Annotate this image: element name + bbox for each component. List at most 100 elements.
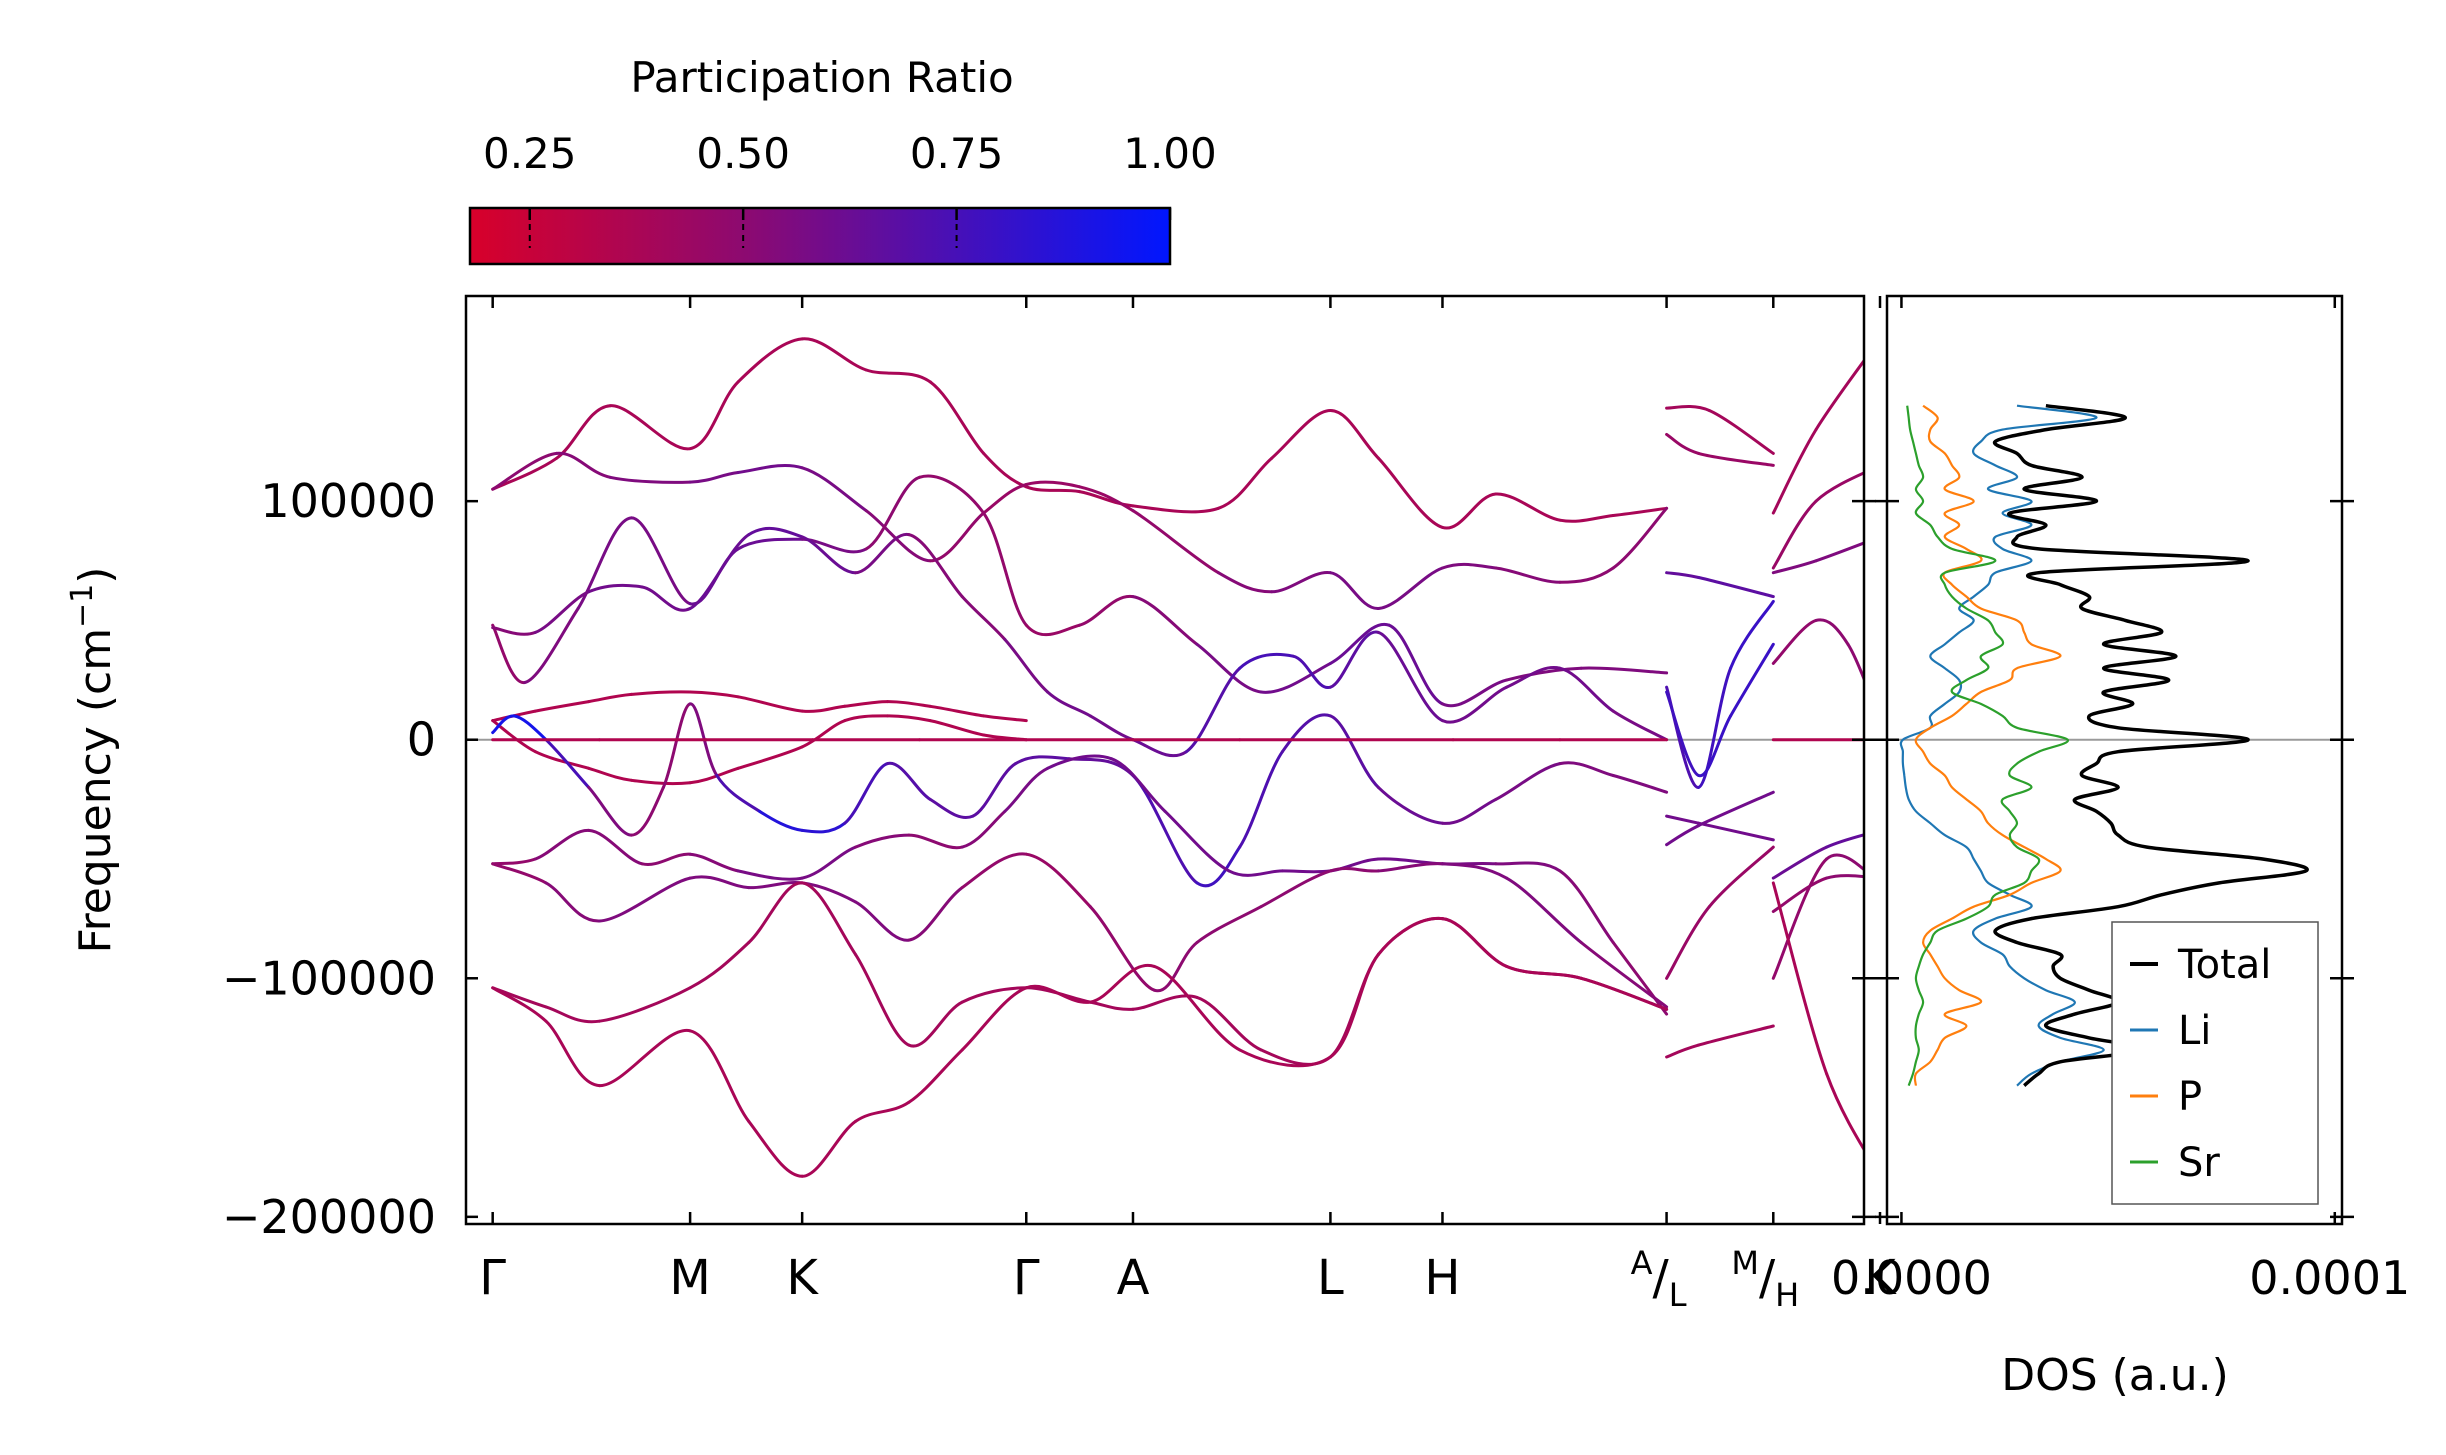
band-10 [1131,994,1199,1011]
band-4 [1238,652,1295,670]
band-3 [1131,595,1199,646]
band-8 [1280,869,1332,874]
band-1 [800,337,868,372]
dos-plot-frame [1885,294,2344,1226]
band-8 [854,833,911,849]
band-4 [1376,630,1444,723]
band-7 [491,714,516,735]
band-7 [1131,774,1199,885]
band-1 [1558,514,1615,523]
band-7 [1494,762,1562,801]
band-4 [1184,666,1242,754]
band-4 [1558,666,1615,713]
band-11 [688,1029,751,1123]
band-7 [971,762,1018,818]
band-10 [597,986,692,1023]
band-7 [800,821,847,834]
y-label-main: Frequency (cm [70,628,121,954]
band-10 [960,986,1028,1004]
band-7 [758,809,804,832]
band-11 [1505,964,1583,980]
band-1 [1494,492,1562,522]
colorbar-tick-label: 1.00 [1123,129,1217,178]
dos-legend: Total Li P Sr [2111,921,2319,1205]
band-9 [597,876,692,923]
band-10 [688,941,751,990]
band-8 [587,828,644,866]
band-7 [928,797,975,819]
band-s2-4 [1729,599,1775,670]
band-s2-2 [1697,451,1775,467]
band-4 [800,535,857,575]
band-5 [982,714,1028,723]
band-11 [800,1119,857,1178]
band-8 [1110,757,1167,813]
band-8 [736,869,804,881]
band-8 [907,833,964,850]
band-7 [715,774,761,813]
legend-label-total: Total [2177,942,2271,988]
colorbar: Participation Ratio 0.25 0.50 0.75 1.00 [468,53,1217,266]
band-3 [1024,623,1082,637]
x-tick-label-slash: / [1759,1250,1776,1306]
band-1 [864,368,932,384]
band-3 [1078,595,1135,627]
band-6 [533,750,591,770]
x-tick-label: L [1317,1250,1344,1306]
band-2 [1216,571,1274,594]
band-11 [1328,952,1380,1059]
band-3 [1328,622,1391,665]
band-3 [1505,666,1583,682]
band-5 [928,704,986,718]
band-6 [800,719,847,749]
band-5 [886,700,932,708]
band-11 [1238,1048,1332,1068]
band-s2-4 [1697,666,1733,789]
dos-ticks: 0.0000 0.0001 [1831,296,2410,1305]
band-8 [1494,861,1562,873]
band-4 [747,526,804,539]
band-11 [491,986,548,1023]
x-tick-label-top: M [1731,1244,1759,1282]
dos-x-axis-label: DOS (a.u.) [2001,1350,2229,1401]
band-s3-3 [1771,559,1818,575]
band-8 [1003,766,1050,813]
band-s3-1 [1771,428,1818,515]
band-9 [960,852,1028,890]
band-6 [928,719,986,737]
colorbar-tick-label: 0.75 [910,129,1004,178]
band-s2-5 [1729,642,1775,718]
band-6 [688,766,740,785]
dos-line-total [1992,403,2309,1087]
band-3 [1387,623,1444,706]
dos-line-li [1899,404,2105,1087]
band-1 [1328,409,1380,460]
band-5 [587,692,633,704]
band-5 [736,695,804,713]
band-s2-2 [1665,432,1701,455]
band-9 [1088,905,1156,992]
band-2 [982,483,1028,515]
band-3 [576,516,633,610]
band-8 [800,845,857,880]
band-4 [907,533,964,599]
x-tick-label: H [1424,1250,1460,1306]
band-3 [1259,661,1332,694]
band-7 [886,761,932,801]
band-3 [736,537,804,551]
band-2 [608,475,692,484]
band-s3-7 [1825,874,1864,880]
band-s3-7 [1771,876,1829,913]
band-plot-frame [464,294,1866,1226]
band-7 [661,702,692,789]
band-7 [1328,714,1380,789]
band-10 [1088,1000,1135,1011]
band-7 [1441,797,1498,825]
band-4 [1003,638,1050,694]
band-5 [800,704,847,713]
legend-frame [2111,921,2319,1205]
band-5 [533,700,591,713]
band-5 [629,690,692,696]
band-8 [640,852,692,866]
band-11 [597,1029,692,1088]
